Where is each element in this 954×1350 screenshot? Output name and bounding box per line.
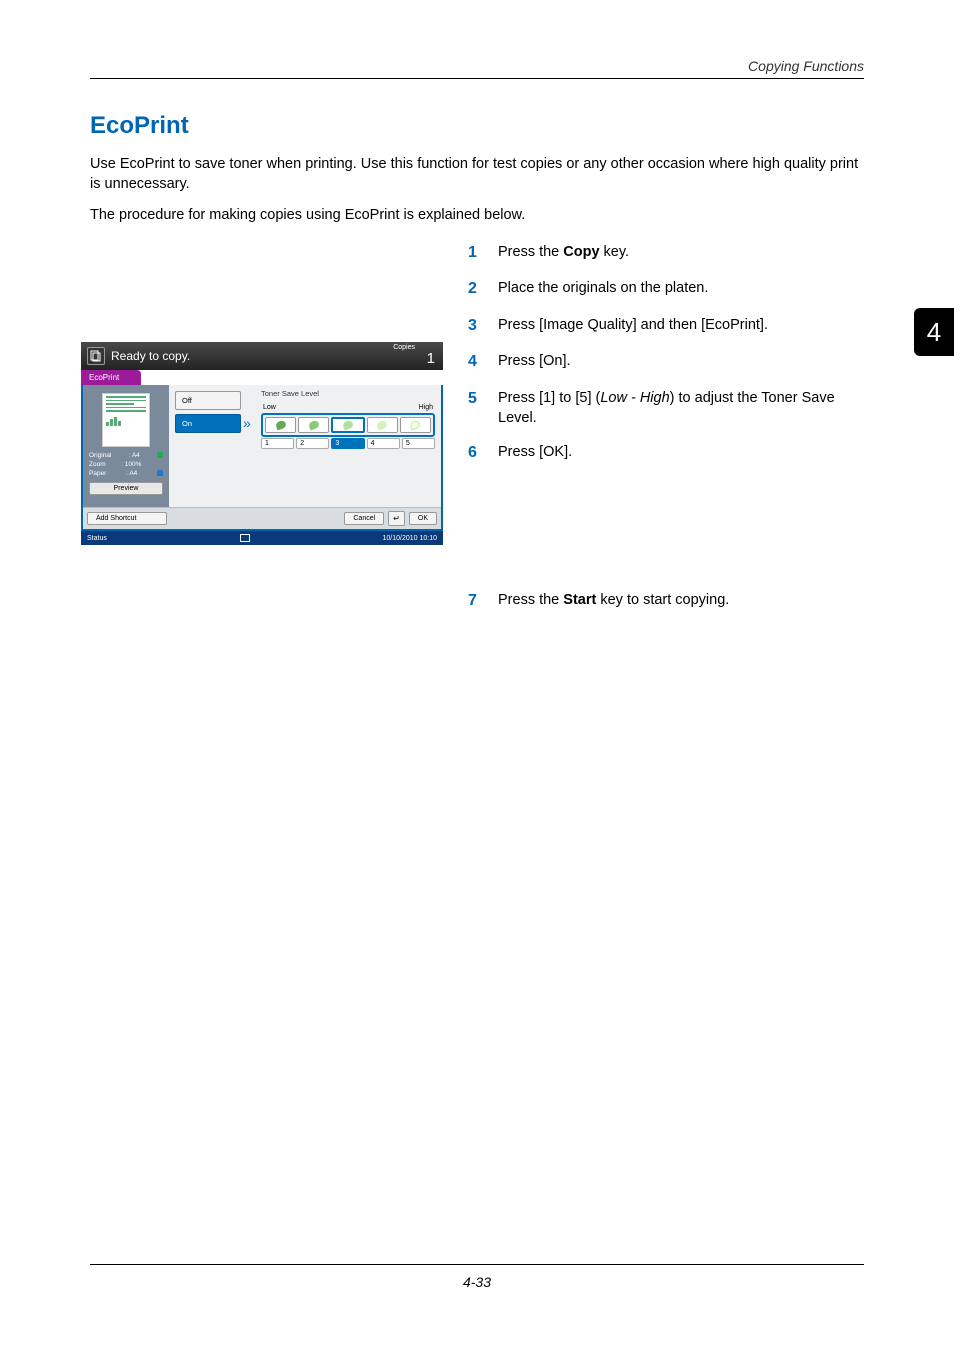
intro-paragraph-1: Use EcoPrint to save toner when printing…: [90, 154, 864, 195]
step-text: Press [Image Quality] and then [EcoPrint…: [498, 315, 864, 337]
cancel-button[interactable]: Cancel: [344, 512, 384, 525]
status-label[interactable]: Status: [87, 535, 107, 542]
copies-label: Copies: [393, 344, 415, 351]
step-6: 6 Press [OK].: [468, 442, 864, 464]
toner-level-1-icon[interactable]: [265, 417, 296, 433]
toner-level-selector: [261, 413, 435, 437]
level-5-button[interactable]: 5: [402, 438, 435, 449]
meta-value: : A4: [129, 452, 140, 459]
step-text: Press [OK].: [498, 442, 864, 464]
low-label: Low: [263, 404, 276, 411]
step-4: 4 Press [On].: [468, 351, 864, 373]
step-3: 3 Press [Image Quality] and then [EcoPri…: [468, 315, 864, 337]
step-text-pre: Press [1] to [5] (: [498, 390, 600, 406]
meta-value: : A4: [126, 470, 137, 477]
step-text-bold: Copy: [563, 244, 599, 260]
step-text-bold: Start: [563, 592, 596, 608]
copier-panel: Ready to copy. Copies 1 EcoPrint Origina…: [81, 342, 443, 552]
copy-mode-icon: [87, 347, 105, 365]
footer-rule: [90, 1264, 864, 1265]
step-text-italic: Low - High: [600, 390, 669, 406]
step-number: 1: [468, 242, 498, 264]
step-2: 2 Place the originals on the platen.: [468, 278, 864, 300]
off-button[interactable]: Off: [175, 391, 241, 410]
panel-title: Ready to copy.: [111, 349, 190, 363]
step-number: 4: [468, 351, 498, 373]
toner-level-2-icon[interactable]: [298, 417, 329, 433]
high-label: High: [419, 404, 433, 411]
return-icon[interactable]: ↵: [388, 511, 405, 526]
page-title: EcoPrint: [90, 112, 189, 140]
steps-list: 1 Press the Copy key. 2 Place the origin…: [468, 242, 864, 479]
step-text: Press [On].: [498, 351, 864, 373]
panel-body: Original : A4 Zoom : 100% Paper : A4 Pre…: [81, 385, 443, 531]
ecoprint-tab[interactable]: EcoPrint: [81, 370, 141, 385]
status-dot-icon: [157, 470, 163, 476]
step-number: 6: [468, 442, 498, 464]
step-number: 3: [468, 315, 498, 337]
meta-zoom: Zoom : 100%: [85, 460, 167, 469]
header-rule: [90, 78, 864, 79]
step-text: Press the Start key to start copying.: [498, 590, 864, 612]
chapter-badge: 4: [914, 308, 954, 356]
add-shortcut-button[interactable]: Add Shortcut: [87, 512, 167, 525]
step-1: 1 Press the Copy key.: [468, 242, 864, 264]
step-7-wrap: 7 Press the Start key to start copying.: [468, 590, 864, 626]
page-number: 4-33: [0, 1274, 954, 1290]
meta-value: : 100%: [121, 461, 141, 468]
step-text: Place the originals on the platen.: [498, 278, 864, 300]
toner-level-numbers: 1 2 3 4 5: [261, 438, 435, 449]
toner-save-area: Toner Save Level Low High 1 2 3 4 5: [261, 389, 435, 449]
step-number: 7: [468, 590, 498, 612]
toner-level-4-icon[interactable]: [367, 417, 398, 433]
panel-titlebar: Ready to copy. Copies 1: [81, 342, 443, 370]
header-section: Copying Functions: [90, 58, 864, 74]
toggle-column: Off On: [175, 391, 241, 437]
step-number: 5: [468, 388, 498, 429]
copies-value: 1: [427, 350, 435, 367]
step-text-pre: Press the: [498, 244, 563, 260]
low-high-labels: Low High: [261, 404, 435, 411]
level-2-button[interactable]: 2: [296, 438, 329, 449]
intro-paragraph-2: The procedure for making copies using Ec…: [90, 205, 864, 225]
step-number: 2: [468, 278, 498, 300]
meta-label: Zoom: [89, 461, 106, 468]
document-thumbnail: [102, 393, 150, 447]
toner-level-3-icon[interactable]: [331, 417, 364, 433]
status-strip: Status 10/10/2010 10:10: [81, 531, 443, 545]
step-text-post: key to start copying.: [596, 592, 729, 608]
level-4-button[interactable]: 4: [367, 438, 400, 449]
meta-label: Paper: [89, 470, 106, 477]
chevron-right-icon: »: [243, 415, 251, 431]
level-3-button[interactable]: 3: [331, 438, 364, 449]
tray-icon: [240, 534, 250, 542]
ok-button[interactable]: OK: [409, 512, 437, 525]
preview-button[interactable]: Preview: [89, 482, 163, 495]
toner-level-5-icon[interactable]: [400, 417, 431, 433]
meta-paper: Paper : A4: [85, 469, 167, 478]
meta-label: Original: [89, 452, 111, 459]
on-button[interactable]: On: [175, 414, 241, 433]
step-text-post: key.: [600, 244, 630, 260]
meta-original: Original : A4: [85, 451, 167, 460]
step-7: 7 Press the Start key to start copying.: [468, 590, 864, 612]
panel-bottom-bar: Add Shortcut Cancel ↵ OK: [83, 507, 441, 529]
status-dot-icon: [157, 452, 163, 458]
level-1-button[interactable]: 1: [261, 438, 294, 449]
timestamp: 10/10/2010 10:10: [382, 535, 437, 542]
step-5: 5 Press [1] to [5] (Low - High) to adjus…: [468, 388, 864, 429]
step-text: Press the Copy key.: [498, 242, 864, 264]
toner-save-label: Toner Save Level: [261, 389, 435, 398]
step-text: Press [1] to [5] (Low - High) to adjust …: [498, 388, 864, 429]
step-text-pre: Press the: [498, 592, 563, 608]
